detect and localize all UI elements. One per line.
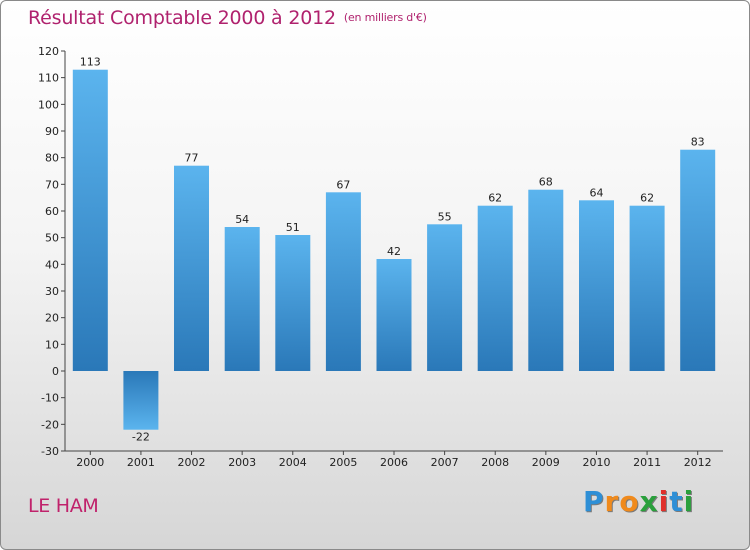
data-label: 64 [590,186,604,199]
data-label: 62 [640,192,654,205]
y-tick-label: 50 [45,232,59,245]
x-tick-label: 2012 [684,456,712,469]
data-label: 55 [438,210,452,223]
x-tick-label: 2011 [633,456,661,469]
y-tick-label: -20 [41,418,59,431]
bar [123,371,159,430]
data-label: 54 [235,213,249,226]
brand-letter: t [669,485,684,518]
data-label: 67 [336,178,350,191]
x-tick-label: 2009 [532,456,560,469]
bar [224,227,260,371]
y-tick-label: 100 [38,98,59,111]
data-label: 42 [387,245,401,258]
y-tick-label: 80 [45,152,59,165]
chart-title: Résultat Comptable 2000 à 2012 (en millie… [28,7,427,29]
bar [528,189,564,371]
x-tick-label: 2003 [228,456,256,469]
bar [376,259,412,371]
proxiti-logo: Proxiti [583,485,694,518]
data-label: 83 [691,136,705,149]
location-label: LE HAM [28,495,99,517]
data-label: 77 [185,152,199,165]
bar [629,205,665,371]
brand-letter: P [583,485,605,518]
data-label: 113 [80,56,101,69]
title-unit: (en milliers d'€) [343,11,427,24]
bar [325,192,361,371]
y-tick-label: 60 [45,205,59,218]
brand-letter: o [619,485,640,518]
bar [427,224,463,371]
x-tick-label: 2008 [481,456,509,469]
y-tick-label: 90 [45,125,59,138]
brand-letter: x [639,485,659,518]
data-label: 68 [539,176,553,189]
y-tick-label: -10 [41,392,59,405]
x-tick-label: 2002 [178,456,206,469]
y-tick-label: 0 [52,365,59,378]
bar [680,149,716,371]
data-label: -22 [132,431,150,444]
bar [477,205,513,371]
x-tick-label: 2005 [329,456,357,469]
y-tick-label: 30 [45,285,59,298]
x-tick-label: 2001 [127,456,155,469]
x-tick-label: 2004 [279,456,307,469]
x-tick-label: 2006 [380,456,408,469]
brand-letter: i [683,485,695,518]
bar [275,235,311,371]
data-label: 62 [488,192,502,205]
x-tick-label: 2007 [431,456,459,469]
y-tick-label: -30 [41,445,59,458]
brand-letter: i [658,485,670,518]
y-tick-label: 20 [45,312,59,325]
bar [72,69,108,371]
x-tick-label: 2010 [583,456,611,469]
y-tick-label: 10 [45,338,59,351]
bar [579,200,614,371]
title-text: Résultat Comptable 2000 à 2012 [28,7,336,29]
y-tick-label: 40 [45,258,59,271]
brand-letter: r [604,485,620,518]
data-label: 51 [286,221,300,234]
y-tick-label: 110 [38,72,59,85]
bar [174,165,209,371]
y-tick-label: 120 [38,45,59,58]
x-tick-label: 2000 [76,456,104,469]
y-tick-label: 70 [45,178,59,191]
